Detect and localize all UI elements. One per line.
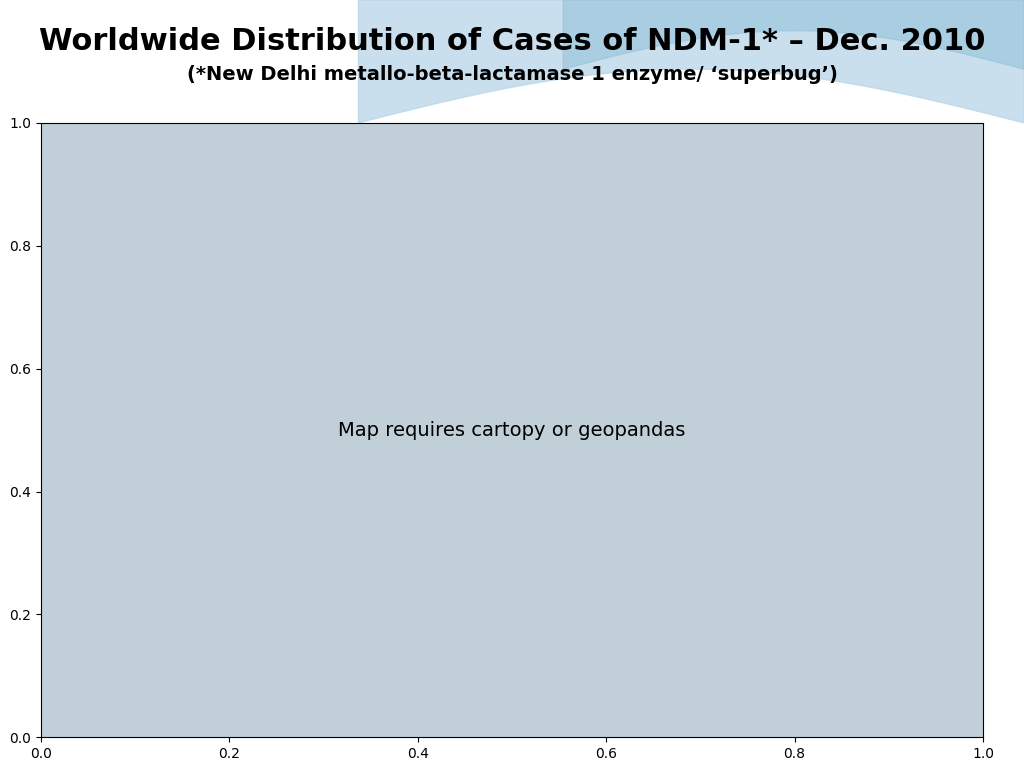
Text: Map requires cartopy or geopandas: Map requires cartopy or geopandas bbox=[338, 421, 686, 439]
Polygon shape bbox=[563, 0, 1024, 69]
Polygon shape bbox=[358, 0, 1024, 123]
Text: Worldwide Distribution of Cases of NDM-1* – Dec. 2010: Worldwide Distribution of Cases of NDM-1… bbox=[39, 27, 985, 56]
Text: (*New Delhi metallo-beta-lactamase 1 enzyme/ ‘superbug’): (*New Delhi metallo-beta-lactamase 1 enz… bbox=[186, 65, 838, 84]
